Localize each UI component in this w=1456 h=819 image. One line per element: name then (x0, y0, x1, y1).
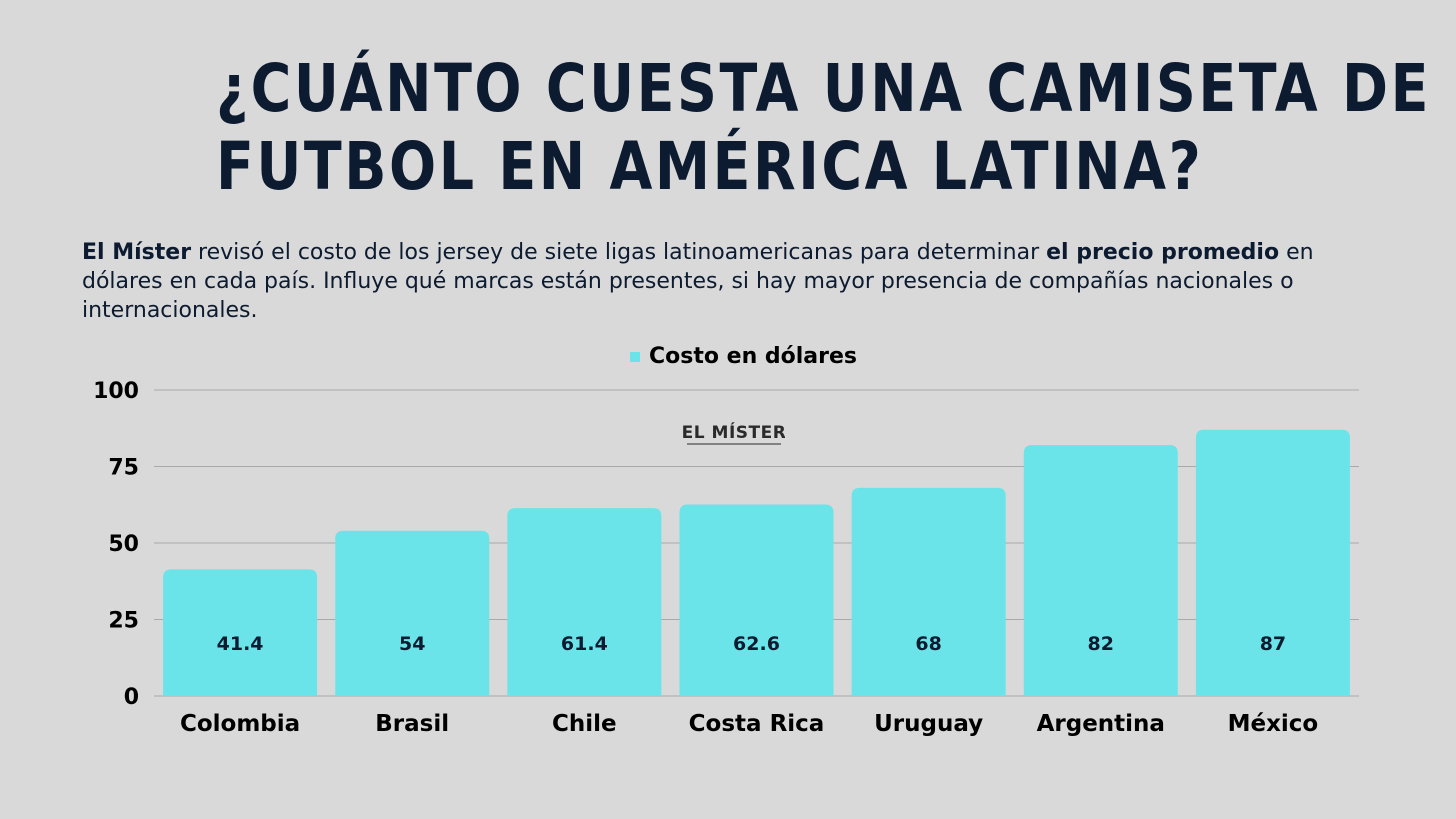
bar (1023, 445, 1178, 696)
data-label: 68 (915, 633, 941, 655)
bar (679, 504, 834, 696)
data-label: 62.6 (733, 633, 780, 655)
bar (507, 508, 662, 696)
x-tick-label: Argentina (1037, 711, 1165, 737)
bar (163, 569, 318, 696)
intro-brand: El Míster (82, 240, 192, 265)
intro-highlight: el precio promedio (1046, 240, 1280, 265)
title-line-2: FUTBOL EN AMÉRICA LATINA? (216, 128, 1204, 205)
bar (851, 487, 1006, 696)
y-tick-label: 50 (108, 532, 139, 557)
bar (1195, 429, 1350, 696)
legend-label: Costo en dólares (649, 344, 858, 369)
data-label: 41.4 (217, 633, 264, 655)
watermark-logo: EL MÍSTER (682, 420, 786, 451)
x-tick-label: Costa Rica (689, 711, 825, 737)
logo-graphic: EL MÍSTER (682, 421, 786, 445)
data-label: 54 (399, 633, 425, 655)
intro-text-1: revisó el costo de los jersey de siete l… (191, 240, 1047, 265)
data-label: 82 (1088, 633, 1114, 655)
chart-legend: Costo en dólares (630, 344, 857, 369)
data-label: 87 (1260, 633, 1286, 655)
brand-watermark: EL MÍSTER (682, 420, 786, 451)
legend-swatch (630, 351, 640, 362)
x-tick-label: Colombia (180, 711, 300, 737)
x-tick-label: México (1228, 711, 1319, 737)
x-tick-label: Uruguay (874, 711, 983, 737)
intro-paragraph: El Míster revisó el costo de los jersey … (82, 238, 1392, 325)
y-tick-label: 0 (124, 685, 139, 710)
data-label: 61.4 (561, 633, 608, 655)
intro-text-2: en dólares en cada país. Influye qué mar… (82, 240, 1314, 323)
y-tick-label: 100 (93, 379, 139, 404)
x-tick-label: Brasil (375, 711, 449, 737)
svg-text:EL MÍSTER: EL MÍSTER (683, 421, 785, 443)
bar (335, 530, 490, 696)
x-tick-label: Chile (552, 711, 617, 737)
y-tick-label: 75 (108, 456, 139, 481)
y-tick-label: 25 (108, 609, 139, 634)
